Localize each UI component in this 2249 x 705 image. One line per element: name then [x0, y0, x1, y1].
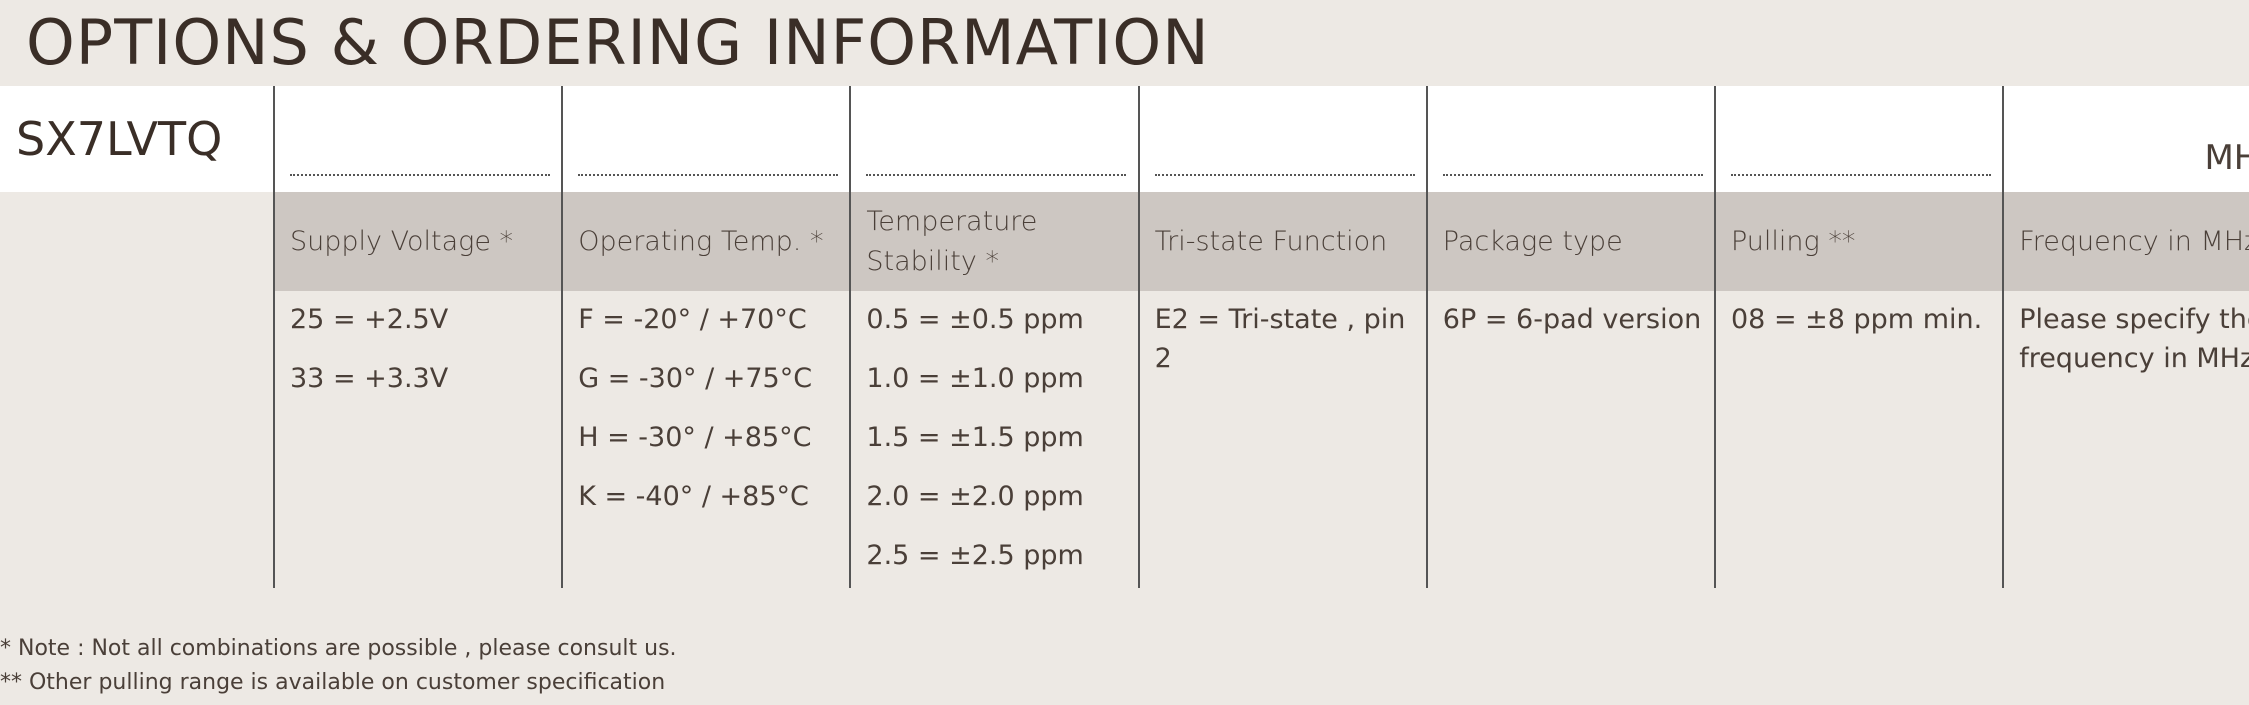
entry-dotted-line: [578, 174, 839, 176]
model-band: [0, 86, 2249, 192]
entry-dotted-line: [1731, 174, 1991, 176]
column-divider: [273, 86, 275, 588]
option-item: Please specify the frequency in MHz: [2019, 304, 2249, 374]
column-divider: [561, 86, 564, 588]
column-header: Pulling **: [1731, 225, 1856, 257]
column-divider: [849, 86, 852, 588]
footnote: ** Other pulling range is available on c…: [0, 670, 666, 695]
entry-dotted-line: [1442, 174, 1703, 176]
option-list: 08 = ±8 ppm min.: [1731, 300, 1993, 359]
column-header: Package type: [1442, 225, 1623, 257]
column-header: Temperature Stability *: [866, 205, 1038, 277]
header-band: [274, 192, 2249, 291]
option-item: G = -30° / +75°C: [578, 363, 813, 394]
option-list: E2 = Tri-state , pin 2: [1155, 300, 1417, 398]
column-header: Tri-state Function: [1154, 225, 1388, 257]
option-item: E2 = Tri-state , pin 2: [1154, 304, 1406, 374]
option-list: 0.5 = ±0.5 ppm 1.0 = ±1.0 ppm 1.5 = ±1.5 p…: [866, 300, 1128, 595]
option-item: 0.5 = ±0.5 ppm: [866, 304, 1084, 335]
option-list: F = -20° / +70°C G = -30° / +75°C H = -30°…: [578, 300, 840, 536]
footnote: * Note : Not all combinations are possib…: [0, 636, 677, 661]
column-divider: [1714, 86, 1716, 588]
column-header: Frequency in MHz: [2019, 225, 2249, 257]
option-item: 1.0 = ±1.0 ppm: [866, 363, 1084, 394]
option-item: 2.5 = ±2.5 ppm: [866, 540, 1084, 571]
option-item: K = -40° / +85°C: [578, 481, 809, 512]
page-title: OPTIONS & ORDERING INFORMATION: [26, 6, 1210, 79]
column-divider: [1425, 86, 1428, 588]
column-header: Operating Temp. *: [578, 225, 824, 257]
unit-label: MHz: [2204, 138, 2249, 178]
option-list: 25 = +2.5V 33 = +3.3V: [290, 300, 552, 418]
option-item: 33 = +3.3V: [290, 363, 449, 394]
column-divider: [2002, 86, 2005, 588]
column-header: Supply Voltage *: [290, 225, 514, 257]
entry-dotted-line: [866, 174, 1127, 176]
column-divider: [1137, 86, 1140, 588]
option-item: 1.5 = ±1.5 ppm: [866, 422, 1084, 453]
option-item: 08 = ±8 ppm min.: [1731, 304, 1983, 335]
option-item: F = -20° / +70°C: [578, 304, 807, 335]
option-item: 25 = +2.5V: [290, 304, 449, 335]
option-item: 6P = 6-pad version: [1442, 304, 1702, 335]
option-item: H = -30° / +85°C: [578, 422, 812, 453]
option-item: 2.0 = ±2.0 ppm: [866, 481, 1084, 512]
entry-dotted-line: [1154, 174, 1415, 176]
option-list: 6P = 6-pad version: [1443, 300, 1705, 359]
model-code: SX7LVTQ: [16, 112, 223, 166]
option-list: Please specify the frequency in MHz: [2019, 300, 2249, 398]
entry-dotted-line: [290, 174, 550, 176]
